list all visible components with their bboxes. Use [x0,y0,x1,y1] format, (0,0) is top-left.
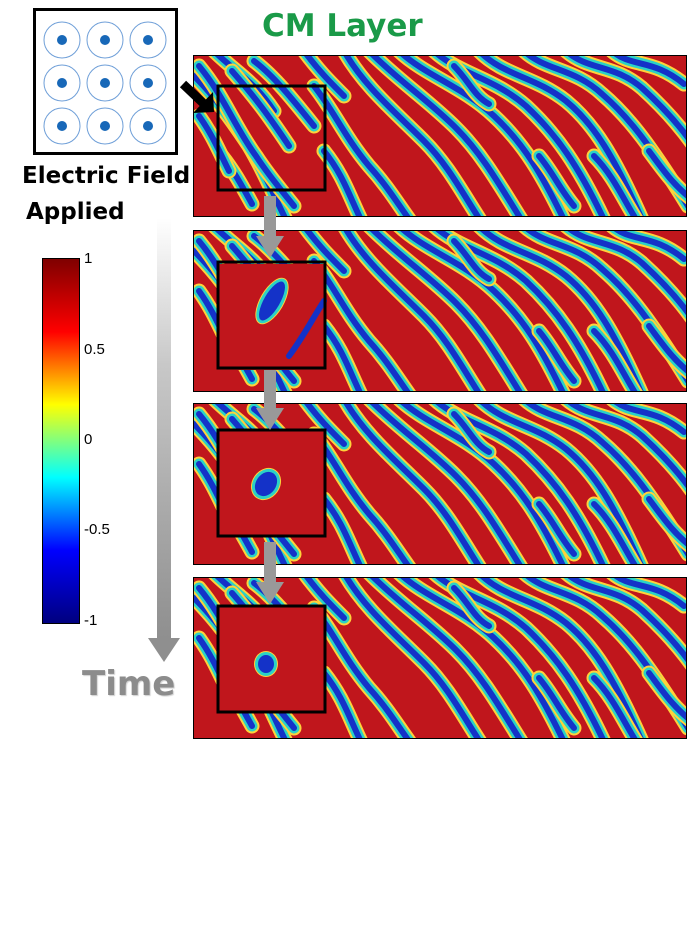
domain-stripe [369,56,523,216]
electrode-ring [86,21,124,59]
domain-stripe [451,411,492,455]
cm-layer-title: CM Layer [262,8,423,44]
domain-stripe [451,585,492,629]
electrode-ring [129,21,167,59]
electrode-dot [143,121,153,131]
electrode-ring [43,21,81,59]
domain-stripe [400,578,566,738]
domain-stripe [311,431,411,564]
domain-stripe [369,578,523,738]
domain-stripe [451,63,492,107]
domain-stripe [536,501,577,557]
electrode-array-diagram [33,8,178,155]
domain-stripe [480,578,644,738]
domain-stripe [480,404,644,564]
electrode-dot [57,121,67,131]
domain-stripe [613,578,686,609]
domain-stripe [451,238,492,282]
domain-stripe [321,148,363,216]
domain-stripe [646,670,686,721]
domain-stripe [613,56,686,87]
domain-stripe [311,258,411,391]
electric-field-label-line2: Applied [26,199,125,225]
domain-stripe [311,83,411,216]
domain-stripe [400,231,566,391]
domain-stripe [400,56,566,216]
electrode-dot [100,35,110,45]
domain-stripe [343,404,482,564]
domain-stripe [304,56,347,99]
colorbar [42,258,80,624]
domain-stripe [321,496,363,564]
domain-panel-1 [193,55,687,217]
domain-stripe [567,231,686,316]
domain-stripe [591,328,638,391]
domain-stripe [567,578,686,663]
shrinking-domain [258,655,274,673]
domain-stripe [646,148,686,199]
domain-stripe [646,496,686,547]
colorbar-tick-0.5: 0.5 [84,341,105,358]
colorbar-tick-neg0.5: -0.5 [84,521,110,538]
electrode-ring [43,64,81,102]
electrode-dot [143,35,153,45]
electrode-dot [100,121,110,131]
electrode-dot [100,78,110,88]
domain-stripe [369,404,523,564]
domain-stripe [304,578,347,621]
domain-stripe [536,153,577,209]
domain-stripe [369,231,523,391]
domain-panel-2 [193,230,687,392]
colorbar-tick-0: 0 [84,431,93,448]
domain-stripe [591,153,638,216]
colorbar-tick-1: 1 [84,250,93,267]
domain-stripe [480,231,644,391]
electrode-dot [57,78,67,88]
electric-field-label-line1: Electric Field [22,163,191,189]
time-label: Time [82,664,176,704]
electrode-ring [86,107,124,145]
domain-stripe [311,605,411,738]
domain-stripe [304,231,347,274]
electric-field-label: Electric Field Applied [22,158,190,230]
domain-stripe [304,404,347,447]
domain-stripe [536,675,577,731]
domain-stripe [591,675,638,738]
domain-stripe [646,323,686,374]
domain-stripe [400,404,566,564]
colorbar-tick-neg1: -1 [84,612,98,629]
electrode-ring [86,64,124,102]
domain-stripe [613,231,686,262]
electrode-ring [129,64,167,102]
domain-stripe [536,328,577,384]
domain-panel-4 [193,577,687,739]
domain-stripe [343,56,482,216]
electrode-grid [43,21,167,145]
electrode-ring [129,107,167,145]
domain-stripe [567,56,686,141]
domain-stripe [343,578,482,738]
domain-stripe [613,404,686,435]
domain-stripe [480,56,644,216]
electrode-dot [143,78,153,88]
domain-stripe [591,501,638,564]
domain-stripe [567,404,686,489]
electrode-dot [57,35,67,45]
domain-stripe [343,231,482,391]
domain-stripe [321,670,363,738]
domain-panel-3 [193,403,687,565]
electrode-ring [43,107,81,145]
domain-stripe [321,323,363,391]
